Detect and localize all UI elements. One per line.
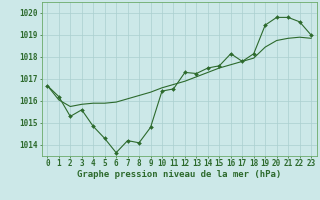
X-axis label: Graphe pression niveau de la mer (hPa): Graphe pression niveau de la mer (hPa) [77,170,281,179]
